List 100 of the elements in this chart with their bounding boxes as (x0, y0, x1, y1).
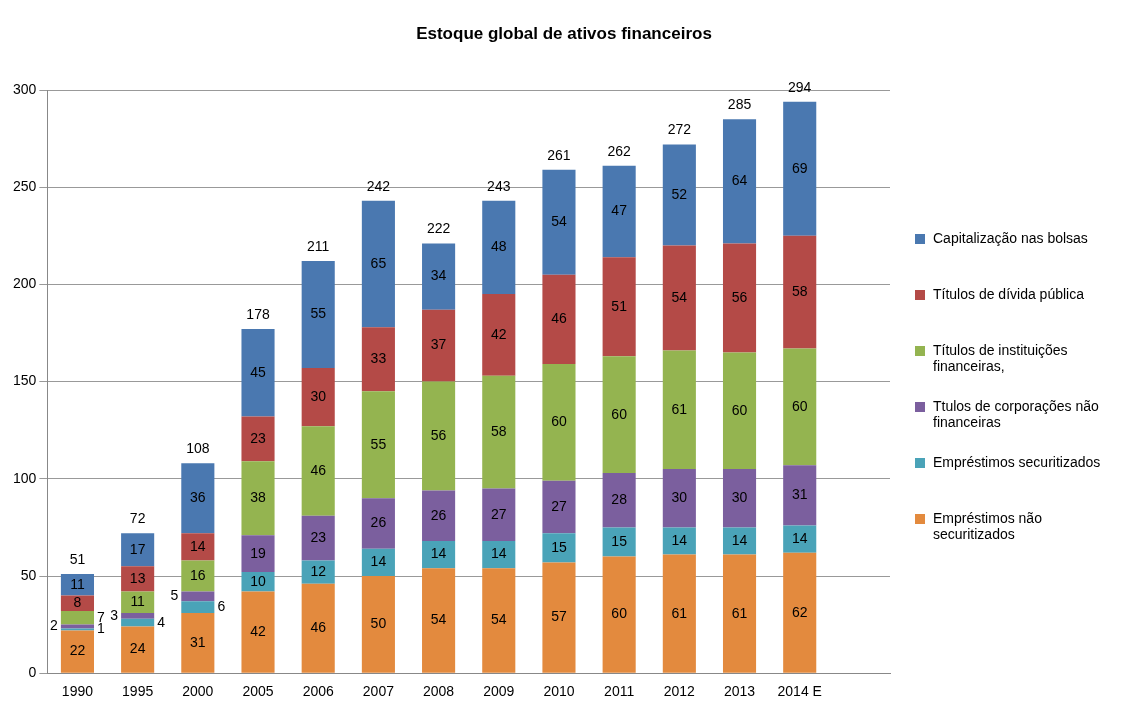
bar (783, 235, 817, 349)
chart-title: Estoque global de ativos financeiros (415, 24, 713, 44)
data-label: 65 (370, 254, 387, 271)
data-label: 61 (731, 604, 748, 621)
x-tick-label: 2005 (242, 683, 274, 700)
x-tick-label: 2000 (182, 683, 214, 700)
bar (241, 591, 275, 673)
data-label: 56 (430, 426, 447, 443)
bar (241, 416, 275, 462)
bar (121, 618, 155, 627)
total-label: 211 (307, 237, 330, 254)
bar (602, 257, 636, 357)
data-label: 15 (611, 532, 628, 549)
bar (482, 488, 516, 542)
total-label: 242 (366, 177, 391, 194)
total-label: 51 (69, 550, 86, 567)
bar (422, 490, 456, 542)
data-label: 10 (250, 572, 267, 589)
data-label: 54 (551, 213, 567, 230)
total-label: 294 (788, 78, 812, 95)
y-tick-label: 100 (13, 469, 37, 486)
data-label: 54 (671, 288, 688, 305)
bar (662, 554, 696, 673)
data-label: 46 (310, 461, 327, 478)
bar (482, 200, 516, 295)
bar (422, 381, 456, 491)
data-label: 60 (731, 401, 748, 418)
bar (482, 568, 516, 673)
bar (301, 515, 335, 561)
data-label: 38 (250, 489, 267, 506)
data-label: 37 (430, 336, 447, 353)
bar (361, 327, 395, 392)
data-label: 17 (129, 540, 146, 557)
data-label: 14 (791, 529, 808, 546)
bar (482, 541, 516, 569)
bar (722, 119, 757, 244)
y-tick-label: 50 (20, 566, 37, 583)
x-tick-label: 2008 (423, 683, 455, 700)
bar (121, 566, 155, 592)
bar (542, 533, 576, 563)
y-tick-label: 0 (28, 664, 37, 681)
data-label: 58 (490, 423, 507, 439)
bar (181, 533, 215, 561)
bar (662, 527, 696, 555)
data-label: 23 (310, 528, 327, 545)
x-tick-label: 2009 (483, 683, 515, 700)
data-label: 14 (731, 531, 748, 548)
legend-label: Empréstimos securitizados (933, 454, 1101, 470)
data-label: 45 (250, 363, 267, 380)
x-tick-label: 2007 (362, 683, 395, 700)
data-label: 60 (611, 605, 628, 622)
x-tick-label: 2012 (663, 683, 696, 700)
bar (722, 527, 757, 555)
total-label: 262 (607, 142, 632, 159)
data-label: 42 (250, 622, 267, 639)
data-label: 47 (611, 202, 628, 219)
bar (542, 480, 576, 534)
bar (722, 554, 757, 673)
bar (422, 541, 456, 569)
data-label: 14 (190, 537, 206, 554)
bar (241, 329, 275, 417)
data-label: 14 (490, 545, 507, 562)
data-label: 31 (791, 486, 808, 503)
bar (121, 626, 155, 673)
x-tick-label: 2011 (604, 683, 635, 700)
data-label: 58 (791, 283, 808, 300)
bar (241, 461, 275, 536)
data-label: 14 (671, 531, 688, 548)
data-label: 34 (430, 267, 447, 284)
bar (301, 367, 335, 427)
data-label: 24 (129, 640, 146, 657)
bar (181, 601, 215, 613)
data-label: 60 (551, 413, 567, 430)
bar (602, 165, 636, 258)
total-label: 272 (667, 121, 692, 138)
data-label: 30 (310, 388, 327, 405)
y-tick-label: 300 (13, 80, 37, 97)
data-label: 48 (490, 238, 507, 255)
x-tick-label: 2014 E (777, 683, 822, 700)
data-label: 5 (170, 587, 179, 604)
data-label: 69 (791, 159, 808, 176)
total-label: 243 (487, 177, 511, 194)
data-label: 3 (110, 606, 119, 623)
data-label: 27 (490, 505, 507, 522)
data-label: 13 (129, 569, 146, 586)
legend-label: Capitalização nas bolsas (933, 230, 1088, 246)
bar (361, 200, 395, 328)
data-label: 6 (217, 597, 226, 614)
bar (422, 243, 456, 310)
bar (181, 591, 215, 602)
bar (542, 562, 576, 673)
bar (241, 535, 275, 573)
data-label: 11 (130, 593, 146, 610)
y-tick-label: 250 (13, 178, 37, 195)
data-label: 33 (370, 350, 387, 367)
bar (60, 610, 95, 625)
bar (602, 472, 636, 528)
data-label: 4 (157, 613, 166, 630)
data-label: 28 (611, 491, 628, 508)
bar (422, 309, 456, 382)
